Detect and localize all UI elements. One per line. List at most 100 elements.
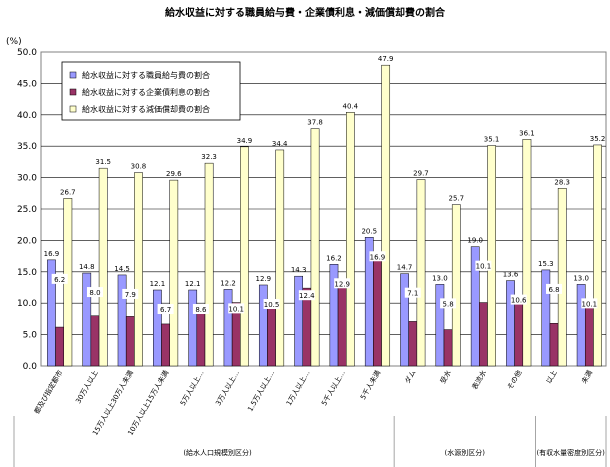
bar	[169, 179, 179, 367]
data-label: 12.2	[220, 279, 236, 287]
data-label: 25.7	[448, 195, 464, 203]
data-label: 47.9	[378, 55, 394, 63]
bar	[153, 289, 162, 367]
bar	[90, 315, 100, 367]
bar	[82, 272, 92, 367]
data-label: 10.1	[476, 263, 492, 271]
legend-box	[61, 61, 241, 121]
bar	[443, 329, 453, 367]
category-label: 都及び指定都市	[32, 369, 64, 416]
bar	[487, 145, 496, 367]
data-label-bg	[546, 283, 563, 294]
data-label-bg	[157, 304, 174, 315]
data-label: 10.1	[228, 305, 244, 313]
data-label: 12.9	[334, 280, 350, 288]
category-label: その他	[505, 369, 523, 392]
bar	[258, 284, 268, 367]
data-label-bg	[475, 260, 492, 271]
bar	[240, 146, 249, 367]
data-label: 13.0	[573, 274, 589, 282]
data-label: 6.2	[54, 276, 65, 284]
data-label-bg	[581, 298, 598, 309]
data-label: 29.7	[413, 169, 429, 177]
bar	[479, 302, 488, 367]
chart-title: 給水収益に対する職員給与費・企業債利息・減価償却費の割合	[165, 8, 445, 19]
bar	[557, 188, 567, 367]
data-label: 7.1	[407, 290, 418, 298]
legend-swatch	[69, 105, 77, 113]
data-label: 12.1	[185, 280, 201, 288]
data-label: 14.7	[397, 264, 413, 272]
data-label: 6.8	[548, 286, 559, 294]
bar	[204, 162, 214, 367]
group-label: (有収水量密度別区分)	[536, 448, 605, 457]
data-label: 37.8	[307, 119, 323, 127]
legend-swatch	[69, 88, 77, 96]
category-label: 未満	[579, 369, 594, 386]
data-label-bg	[51, 273, 68, 284]
bar	[593, 144, 602, 367]
category-label: 5千人以上…	[319, 369, 347, 408]
bar	[337, 284, 347, 367]
data-label: 13.6	[503, 271, 519, 279]
data-label: 6.7	[160, 306, 171, 314]
data-label: 10.1	[582, 300, 598, 308]
bar	[294, 275, 303, 367]
bar	[346, 112, 355, 367]
data-label: 19.0	[467, 237, 483, 245]
category-label: ダム	[403, 369, 418, 386]
legend-label: 給水収益に対する職員給与費の割合	[82, 70, 210, 80]
y-tick-label: 0.0	[23, 362, 38, 372]
data-label-bg	[263, 298, 280, 309]
bar	[514, 299, 524, 367]
data-label: 34.9	[237, 137, 253, 145]
bar	[267, 299, 276, 367]
category-label: 表流水	[470, 369, 488, 392]
bar	[541, 269, 551, 367]
bar	[188, 289, 198, 367]
data-label-bg	[298, 290, 315, 301]
data-label: 20.5	[361, 227, 377, 235]
bar	[125, 316, 135, 367]
bar	[506, 280, 515, 367]
y-tick-label: 30.0	[17, 174, 37, 184]
category-label: 10万人以上15万人未満	[126, 369, 171, 437]
bar	[373, 259, 382, 367]
y-tick-label: 10.0	[17, 299, 37, 309]
data-label: 16.9	[44, 250, 60, 258]
data-label-bg	[404, 287, 421, 298]
data-label: 16.9	[370, 253, 386, 261]
data-label-bg	[334, 278, 351, 289]
bar	[435, 284, 445, 367]
category-label: 1.5万人以上…	[245, 369, 276, 413]
category-label: 1万人以上…	[284, 369, 312, 408]
category-label: 受水	[438, 369, 453, 386]
y-tick-label: 20.0	[17, 236, 37, 246]
category-label: 5千人未満	[358, 369, 382, 402]
data-label: 35.1	[484, 136, 500, 144]
data-label: 8.6	[195, 306, 207, 314]
data-label: 5.8	[443, 300, 454, 308]
data-label: 36.1	[519, 129, 535, 137]
data-label: 15.3	[538, 260, 554, 268]
category-label: 5万人以上…	[178, 369, 206, 408]
bar	[161, 323, 170, 367]
bar	[400, 273, 409, 367]
y-tick-label: 15.0	[17, 268, 37, 278]
data-label-bg	[86, 287, 103, 298]
data-label-bg	[369, 251, 386, 262]
data-label-bg	[228, 303, 245, 314]
data-label: 16.2	[326, 254, 342, 262]
bar	[275, 149, 285, 367]
data-label-bg	[122, 288, 139, 299]
bar	[47, 259, 56, 367]
legend-label: 給水収益に対する減価償却費の割合	[82, 104, 210, 114]
bar	[576, 284, 586, 367]
y-axis-label: (%)	[6, 37, 22, 47]
data-label: 12.4	[299, 292, 315, 300]
bar	[98, 167, 108, 367]
data-label: 26.7	[60, 188, 76, 196]
data-label: 14.8	[79, 263, 95, 271]
data-label: 14.5	[114, 265, 130, 273]
